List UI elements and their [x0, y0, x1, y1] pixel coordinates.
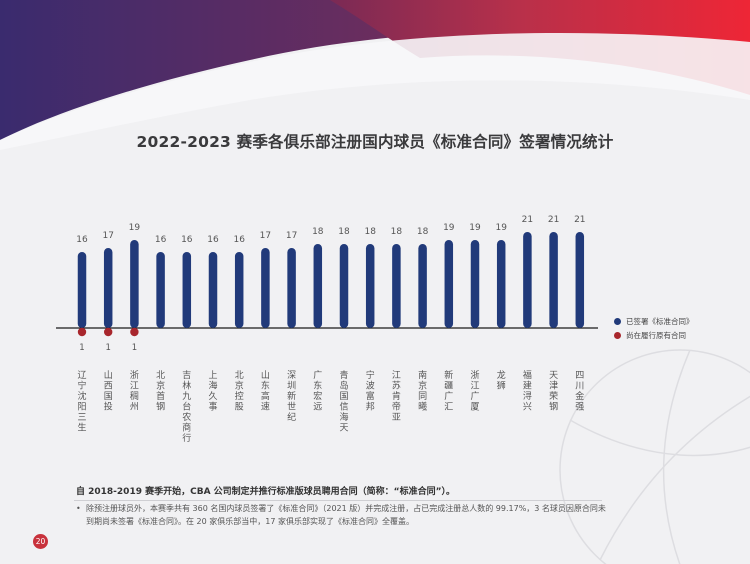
- value-label-signed: 18: [338, 227, 350, 237]
- value-label-signed: 19: [129, 223, 141, 233]
- bar-signed: [234, 252, 244, 328]
- page-number: 20: [33, 534, 48, 549]
- bar-signed: [549, 232, 558, 328]
- value-label-old: 1: [132, 343, 137, 353]
- footer-bullet: •: [76, 504, 81, 513]
- value-label-signed: 18: [417, 227, 429, 237]
- bar-signed: [182, 252, 192, 328]
- bar-signed: [130, 240, 139, 328]
- bar-signed: [208, 252, 218, 328]
- bar-signed: [313, 244, 323, 328]
- value-label-signed: 19: [443, 223, 455, 233]
- dot-old-contract: [130, 327, 139, 337]
- dot-old-contract: [77, 327, 87, 337]
- value-label-signed: 21: [522, 215, 533, 225]
- category-label: 北京首钢: [156, 370, 165, 413]
- category-label: 南京同曦: [418, 369, 427, 413]
- value-label-old: 1: [79, 343, 84, 353]
- bar-signed: [418, 244, 427, 328]
- bar-signed: [523, 232, 532, 328]
- bar-signed: [287, 248, 296, 328]
- bar-signed: [261, 248, 270, 328]
- value-label-signed: 18: [391, 227, 403, 237]
- bar-signed: [496, 240, 506, 328]
- category-label: 天津荣钢: [549, 371, 558, 413]
- bar-signed: [103, 248, 113, 328]
- footer-divider: [74, 500, 602, 501]
- value-label-signed: 16: [181, 235, 193, 245]
- category-label: 新疆广汇: [444, 369, 453, 413]
- legend-swatch-signed: [614, 317, 621, 325]
- category-label: 山东高速: [261, 370, 270, 413]
- value-label-signed: 16: [207, 235, 219, 245]
- category-label: 辽宁沈阳三生: [77, 370, 86, 434]
- bar-signed: [575, 232, 585, 328]
- value-label-signed: 19: [495, 223, 507, 233]
- basketball-watermark: [559, 349, 750, 564]
- bar-signed: [339, 244, 349, 328]
- footer-heading: 自 2018-2019 赛季开始，CBA 公司制定并推行标准版球员聘用合同（简称…: [76, 487, 455, 497]
- category-label: 浙江广厦: [470, 369, 479, 413]
- bar-signed: [444, 240, 454, 328]
- value-label-signed: 19: [469, 223, 481, 233]
- footer-note: • 除预注册球员外，本赛季共有 360 名国内球员签署了《标准合同》（2021 …: [76, 503, 606, 528]
- footer-note-text: 除预注册球员外，本赛季共有 360 名国内球员签署了《标准合同》（2021 版）…: [86, 504, 606, 526]
- category-label: 江苏肯帝亚: [392, 370, 401, 423]
- value-label-signed: 18: [364, 227, 376, 237]
- category-label: 浙江稠州: [130, 369, 139, 413]
- header-band-purple: [0, 0, 750, 140]
- category-label: 四川金强: [575, 371, 584, 413]
- category-label: 广东宏远: [313, 369, 322, 413]
- legend-swatch-old: [614, 331, 621, 339]
- value-label-signed: 16: [155, 235, 167, 245]
- category-label: 龙狮: [497, 369, 506, 392]
- value-label-signed: 17: [286, 231, 297, 241]
- value-label-signed: 16: [233, 235, 245, 245]
- category-label: 深圳新世纪: [287, 370, 296, 423]
- legend-item-old: 尚在履行原有合同: [614, 328, 694, 342]
- chart-title: 2022-2023 赛季各俱乐部注册国内球员《标准合同》签署情况统计: [136, 133, 614, 151]
- legend: 已签署《标准合同》 尚在履行原有合同: [614, 314, 694, 342]
- bar-signed: [392, 244, 401, 328]
- category-label: 山西国投: [104, 370, 113, 413]
- category-label: 福建浔兴: [523, 369, 532, 413]
- bar-signed: [156, 252, 165, 328]
- legend-label-old: 尚在履行原有合同: [626, 330, 686, 340]
- legend-label-signed: 已签署《标准合同》: [626, 316, 694, 326]
- category-label: 吉林九台农商行: [182, 370, 191, 444]
- bar-signed: [470, 240, 480, 328]
- value-label-signed: 21: [574, 215, 585, 225]
- category-label: 青岛国信海天: [339, 369, 348, 434]
- bar-signed: [365, 244, 375, 328]
- category-label: 宁波富邦: [366, 369, 375, 413]
- header-curve-white: [0, 32, 750, 150]
- bar-signed: [77, 252, 87, 328]
- value-label-signed: 21: [548, 215, 559, 225]
- category-label: 上海久事: [208, 370, 217, 413]
- legend-item-signed: 已签署《标准合同》: [614, 314, 694, 328]
- value-label-signed: 17: [260, 231, 271, 241]
- dot-old-contract: [104, 327, 113, 337]
- value-label-signed: 18: [312, 227, 324, 237]
- value-label-signed: 17: [102, 231, 113, 241]
- category-label: 北京控股: [235, 370, 244, 413]
- value-label-signed: 16: [76, 235, 88, 245]
- value-label-old: 1: [105, 343, 110, 353]
